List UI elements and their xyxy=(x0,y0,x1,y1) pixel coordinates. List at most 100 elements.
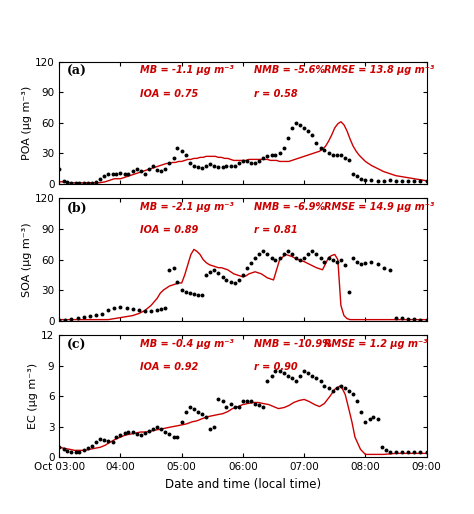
Point xyxy=(210,266,218,274)
Point xyxy=(147,307,155,316)
Point xyxy=(392,448,400,456)
Point xyxy=(320,258,328,266)
Point xyxy=(259,402,267,411)
Point xyxy=(325,149,332,157)
Point xyxy=(165,159,173,168)
Point xyxy=(398,177,406,185)
Point xyxy=(386,448,394,456)
Point xyxy=(255,250,263,259)
Point xyxy=(341,154,349,162)
Point xyxy=(186,289,193,297)
Point xyxy=(76,448,83,456)
Point xyxy=(259,247,267,255)
Point xyxy=(84,179,92,187)
Point xyxy=(317,377,325,385)
Point xyxy=(227,161,235,170)
Point xyxy=(154,166,161,174)
Point xyxy=(247,159,255,168)
Point xyxy=(239,397,246,406)
Point xyxy=(337,382,345,390)
Point xyxy=(423,177,430,185)
Point xyxy=(280,250,288,259)
Point xyxy=(417,316,424,324)
Point xyxy=(251,159,259,168)
Point xyxy=(368,258,375,266)
Point xyxy=(417,448,424,456)
Point xyxy=(182,151,190,159)
Point xyxy=(329,387,337,395)
Text: IOA = 0.75: IOA = 0.75 xyxy=(140,88,198,99)
Point xyxy=(88,179,95,187)
Point xyxy=(104,170,112,178)
Point xyxy=(72,448,80,456)
Point xyxy=(301,124,308,132)
Point xyxy=(374,260,382,268)
Point xyxy=(268,372,275,380)
Point xyxy=(345,156,353,164)
Point xyxy=(123,304,130,313)
Point xyxy=(272,255,279,264)
Point xyxy=(135,306,143,315)
Point xyxy=(141,429,149,437)
Point xyxy=(137,167,145,175)
Point xyxy=(341,384,349,392)
Point xyxy=(161,164,169,173)
Text: r = 0.90: r = 0.90 xyxy=(254,362,298,372)
Point xyxy=(207,425,214,433)
Point xyxy=(88,442,95,450)
Point xyxy=(357,260,365,268)
Point xyxy=(292,377,300,385)
Point xyxy=(173,144,181,152)
Point xyxy=(354,258,361,266)
Point xyxy=(223,402,230,411)
Y-axis label: POA (μg m⁻³): POA (μg m⁻³) xyxy=(22,86,32,160)
Point xyxy=(337,151,345,159)
Point xyxy=(170,433,178,441)
Point xyxy=(288,124,296,132)
Point xyxy=(198,410,206,418)
Point xyxy=(154,306,161,315)
Point xyxy=(349,390,357,398)
Point xyxy=(305,250,312,259)
Point xyxy=(349,253,357,262)
Text: MB = -2.1 μg m⁻³: MB = -2.1 μg m⁻³ xyxy=(140,202,234,212)
Point xyxy=(80,179,88,187)
Point xyxy=(404,315,412,323)
Point xyxy=(55,164,63,173)
Point xyxy=(255,157,263,166)
Point xyxy=(55,443,63,451)
Point xyxy=(146,427,153,435)
Point xyxy=(194,162,202,171)
Point xyxy=(121,170,128,178)
Point xyxy=(354,172,361,180)
Point xyxy=(80,313,88,321)
Point xyxy=(182,288,190,296)
Point xyxy=(239,271,246,279)
Point xyxy=(292,253,300,262)
Point xyxy=(362,259,369,267)
Point xyxy=(264,152,271,160)
Point xyxy=(178,286,185,294)
Point xyxy=(404,448,412,456)
Point xyxy=(312,250,320,259)
Point xyxy=(284,134,292,142)
Point xyxy=(308,247,316,255)
Point xyxy=(354,397,361,406)
Point xyxy=(301,367,308,375)
Point xyxy=(276,253,283,262)
Point xyxy=(154,423,161,431)
Point xyxy=(370,413,377,421)
Point xyxy=(296,121,304,129)
Point xyxy=(141,307,149,316)
Point xyxy=(333,384,340,392)
Point xyxy=(308,372,316,380)
Point xyxy=(305,369,312,377)
Point xyxy=(198,291,206,299)
Point xyxy=(276,149,283,157)
Point xyxy=(125,170,132,178)
Point xyxy=(423,448,430,456)
Point xyxy=(219,397,227,406)
Point xyxy=(100,172,108,180)
Point xyxy=(223,276,230,284)
Point xyxy=(312,374,320,382)
